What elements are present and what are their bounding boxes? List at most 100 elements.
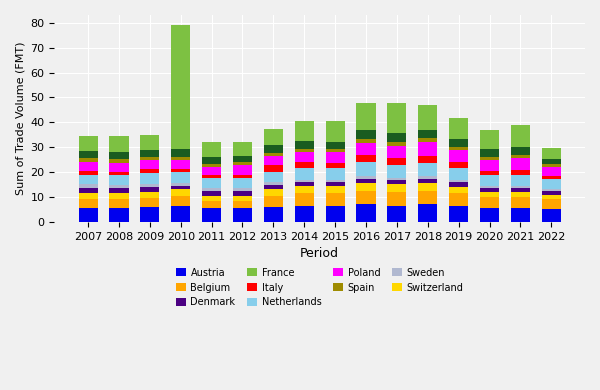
- Bar: [264, 182, 283, 185]
- Bar: [202, 142, 221, 158]
- Bar: [140, 184, 160, 187]
- Bar: [388, 180, 406, 184]
- Bar: [418, 191, 437, 204]
- Bar: [233, 200, 252, 208]
- Bar: [202, 178, 221, 188]
- Bar: [388, 165, 406, 177]
- Bar: [202, 191, 221, 196]
- Bar: [388, 177, 406, 180]
- Bar: [480, 160, 499, 171]
- Bar: [233, 165, 252, 175]
- Bar: [202, 196, 221, 200]
- Bar: [140, 198, 160, 207]
- Bar: [109, 163, 128, 172]
- Bar: [140, 187, 160, 192]
- Bar: [264, 129, 283, 145]
- Bar: [295, 168, 314, 179]
- Y-axis label: Sum of Trade Volume (FMT): Sum of Trade Volume (FMT): [15, 42, 25, 195]
- Bar: [79, 162, 98, 171]
- Bar: [480, 188, 499, 192]
- Bar: [171, 183, 190, 186]
- Bar: [171, 172, 190, 183]
- Bar: [264, 207, 283, 222]
- Bar: [418, 176, 437, 179]
- Bar: [449, 147, 468, 150]
- Bar: [480, 171, 499, 175]
- Bar: [233, 188, 252, 191]
- Bar: [109, 172, 128, 175]
- Bar: [202, 158, 221, 163]
- Bar: [233, 208, 252, 222]
- Bar: [449, 206, 468, 222]
- Bar: [542, 159, 561, 164]
- Bar: [449, 187, 468, 193]
- Bar: [233, 196, 252, 200]
- Bar: [326, 206, 345, 222]
- Bar: [171, 157, 190, 160]
- Bar: [264, 165, 283, 172]
- Bar: [511, 186, 530, 188]
- Bar: [388, 133, 406, 142]
- Bar: [326, 183, 345, 186]
- Legend: Austria, Belgium, Denmark, France, Italy, Netherlands, Poland, Spain, Sweden, Sw: Austria, Belgium, Denmark, France, Italy…: [172, 264, 467, 311]
- Bar: [542, 176, 561, 179]
- Bar: [449, 183, 468, 187]
- Bar: [480, 197, 499, 208]
- Bar: [109, 188, 128, 193]
- Bar: [542, 189, 561, 191]
- Bar: [326, 142, 345, 149]
- Bar: [449, 139, 468, 147]
- Bar: [418, 163, 437, 176]
- Bar: [171, 169, 190, 172]
- Bar: [264, 156, 283, 165]
- Bar: [264, 145, 283, 153]
- Bar: [295, 152, 314, 162]
- Bar: [79, 188, 98, 193]
- Bar: [418, 156, 437, 163]
- Bar: [542, 164, 561, 167]
- Bar: [109, 159, 128, 163]
- Bar: [295, 149, 314, 152]
- Bar: [356, 179, 376, 183]
- Bar: [233, 142, 252, 156]
- Bar: [79, 184, 98, 188]
- Bar: [449, 118, 468, 139]
- Bar: [449, 193, 468, 206]
- Bar: [449, 168, 468, 180]
- Bar: [542, 199, 561, 209]
- Bar: [295, 121, 314, 141]
- Bar: [202, 167, 221, 175]
- Bar: [140, 207, 160, 222]
- Bar: [233, 178, 252, 188]
- Bar: [79, 171, 98, 175]
- Bar: [511, 147, 530, 155]
- Bar: [480, 192, 499, 197]
- Bar: [418, 138, 437, 142]
- Bar: [326, 121, 345, 142]
- Bar: [542, 195, 561, 199]
- Bar: [264, 172, 283, 182]
- Bar: [480, 149, 499, 157]
- Bar: [295, 186, 314, 193]
- Bar: [79, 136, 98, 151]
- Bar: [202, 208, 221, 222]
- Bar: [171, 206, 190, 222]
- Bar: [295, 141, 314, 149]
- Bar: [171, 160, 190, 169]
- Bar: [202, 163, 221, 167]
- Bar: [480, 175, 499, 186]
- Bar: [295, 183, 314, 186]
- Bar: [356, 155, 376, 162]
- Bar: [542, 167, 561, 176]
- Bar: [326, 193, 345, 206]
- Bar: [542, 179, 561, 189]
- Bar: [233, 156, 252, 162]
- Bar: [295, 193, 314, 206]
- Bar: [356, 143, 376, 155]
- Bar: [480, 186, 499, 188]
- Bar: [449, 150, 468, 162]
- Bar: [356, 162, 376, 176]
- Bar: [356, 103, 376, 130]
- Bar: [356, 139, 376, 143]
- Bar: [109, 152, 128, 159]
